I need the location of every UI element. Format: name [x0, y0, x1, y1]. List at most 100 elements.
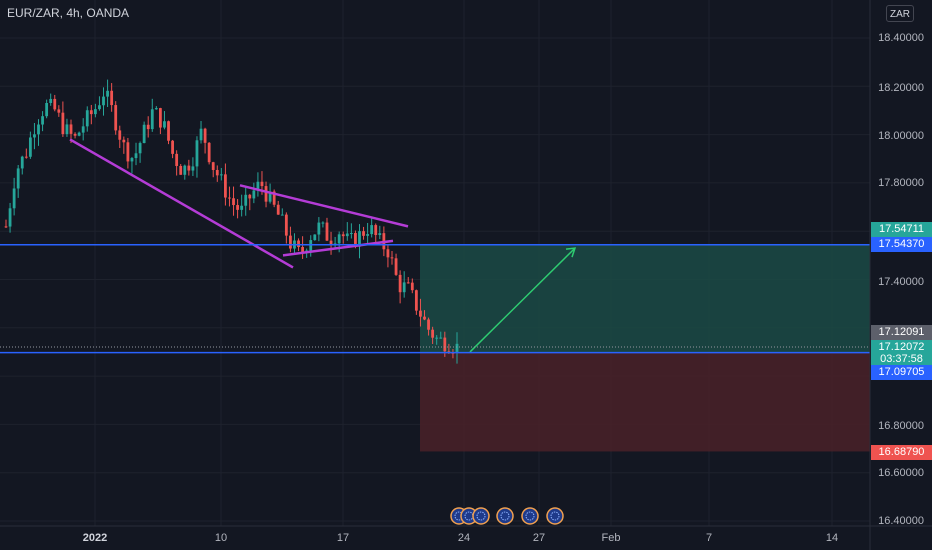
candle-body [333, 243, 337, 245]
candle-body [374, 225, 378, 236]
candle-body [45, 102, 49, 117]
bar-countdown: 03:37:58 [880, 353, 923, 365]
candle-body [20, 156, 24, 169]
candle-body [106, 90, 109, 97]
currency-button[interactable]: ZAR [886, 5, 914, 22]
event-icon-ring [521, 507, 539, 525]
loss-zone [420, 352, 870, 452]
event-icon[interactable] [496, 507, 514, 525]
price-tick: 17.40000 [878, 276, 924, 288]
event-icon-ring [546, 507, 564, 525]
position-zones [420, 243, 870, 452]
candle-body [8, 208, 12, 227]
price-tick: 18.20000 [878, 82, 924, 94]
time-tick: 14 [825, 532, 839, 544]
candle-body [4, 226, 8, 228]
candle-body [85, 110, 89, 127]
candle-body [414, 290, 418, 311]
event-icon[interactable] [521, 507, 539, 525]
candle-body [341, 234, 345, 237]
horizontal-lines [0, 244, 870, 354]
candle-body [57, 109, 61, 113]
candles [4, 79, 459, 364]
candle-body [118, 130, 122, 140]
candle-body [163, 121, 166, 128]
events-row[interactable] [450, 507, 564, 525]
candle-body [325, 222, 329, 241]
candle-body [423, 316, 426, 320]
candle-body [394, 258, 398, 275]
candle-body [37, 124, 40, 135]
candle-body [398, 274, 402, 293]
price-tick: 18.40000 [878, 32, 924, 44]
candle-body [276, 204, 280, 215]
candle-body [321, 222, 325, 224]
event-icon-star [476, 511, 486, 521]
price-tick: 16.40000 [878, 515, 924, 527]
candle-body [73, 133, 77, 136]
candle-body [289, 235, 292, 249]
price-tick: 16.80000 [878, 420, 924, 432]
candle-body [53, 98, 57, 110]
stop-price-badge: 16.68790 [871, 445, 932, 460]
candle-body [244, 194, 248, 206]
entry-line-price-badge: 17.09705 [871, 365, 932, 380]
candle-body [455, 343, 459, 354]
event-icon-ring [496, 507, 514, 525]
candle-body [171, 140, 174, 154]
candle-body [16, 168, 20, 189]
candle-body [301, 247, 305, 253]
candle-body [179, 165, 183, 175]
price-tick: 16.60000 [878, 467, 924, 479]
candle-body [354, 233, 357, 247]
candle-body [390, 257, 394, 259]
candle-body [81, 126, 85, 133]
candle-body [337, 234, 341, 244]
candle-body [114, 105, 118, 131]
candle-body [345, 233, 349, 237]
candle-body [349, 233, 353, 235]
candle-body [33, 134, 36, 138]
current-price-badge: 17.12072 03:37:58 [871, 340, 932, 365]
upper-line-price-badge: 17.54370 [871, 237, 932, 252]
candle-body [154, 108, 158, 110]
candle-body [175, 153, 179, 166]
candle-body [358, 231, 361, 247]
event-icon-ring [472, 507, 490, 525]
price-tick: 18.00000 [878, 130, 924, 142]
candle-body [130, 158, 134, 162]
symbol-title[interactable]: EUR/ZAR, 4h, OANDA [7, 6, 130, 20]
candle-body [439, 337, 443, 339]
candle-body [256, 181, 260, 191]
event-icon[interactable] [546, 507, 564, 525]
projection-arrow [469, 247, 576, 353]
trendline [69, 138, 294, 269]
candle-body [248, 194, 252, 199]
candle-body [138, 143, 142, 154]
candle-body [435, 337, 439, 339]
candle-body [195, 140, 199, 167]
candle-body [224, 174, 227, 198]
arrow-head [565, 247, 577, 258]
candle-body [370, 225, 374, 235]
time-tick: 10 [214, 532, 228, 544]
current-price-value: 17.12072 [878, 341, 925, 353]
trendline [282, 239, 394, 257]
candle-body [102, 96, 105, 106]
time-tick: 2022 [82, 532, 108, 544]
candle-body [215, 169, 219, 176]
candle-body [272, 191, 276, 205]
profit-zone [420, 243, 870, 353]
candle-body [122, 139, 126, 143]
candle-body [410, 282, 414, 291]
candle-body [61, 112, 65, 135]
event-icon[interactable] [472, 507, 490, 525]
time-tick: 24 [457, 532, 471, 544]
candle-body [12, 188, 16, 209]
candle-body [28, 137, 32, 157]
event-icon-star [500, 511, 510, 521]
last-close-badge: 17.12091 [871, 325, 932, 340]
candle-body [183, 165, 187, 175]
candle-body [313, 234, 317, 241]
